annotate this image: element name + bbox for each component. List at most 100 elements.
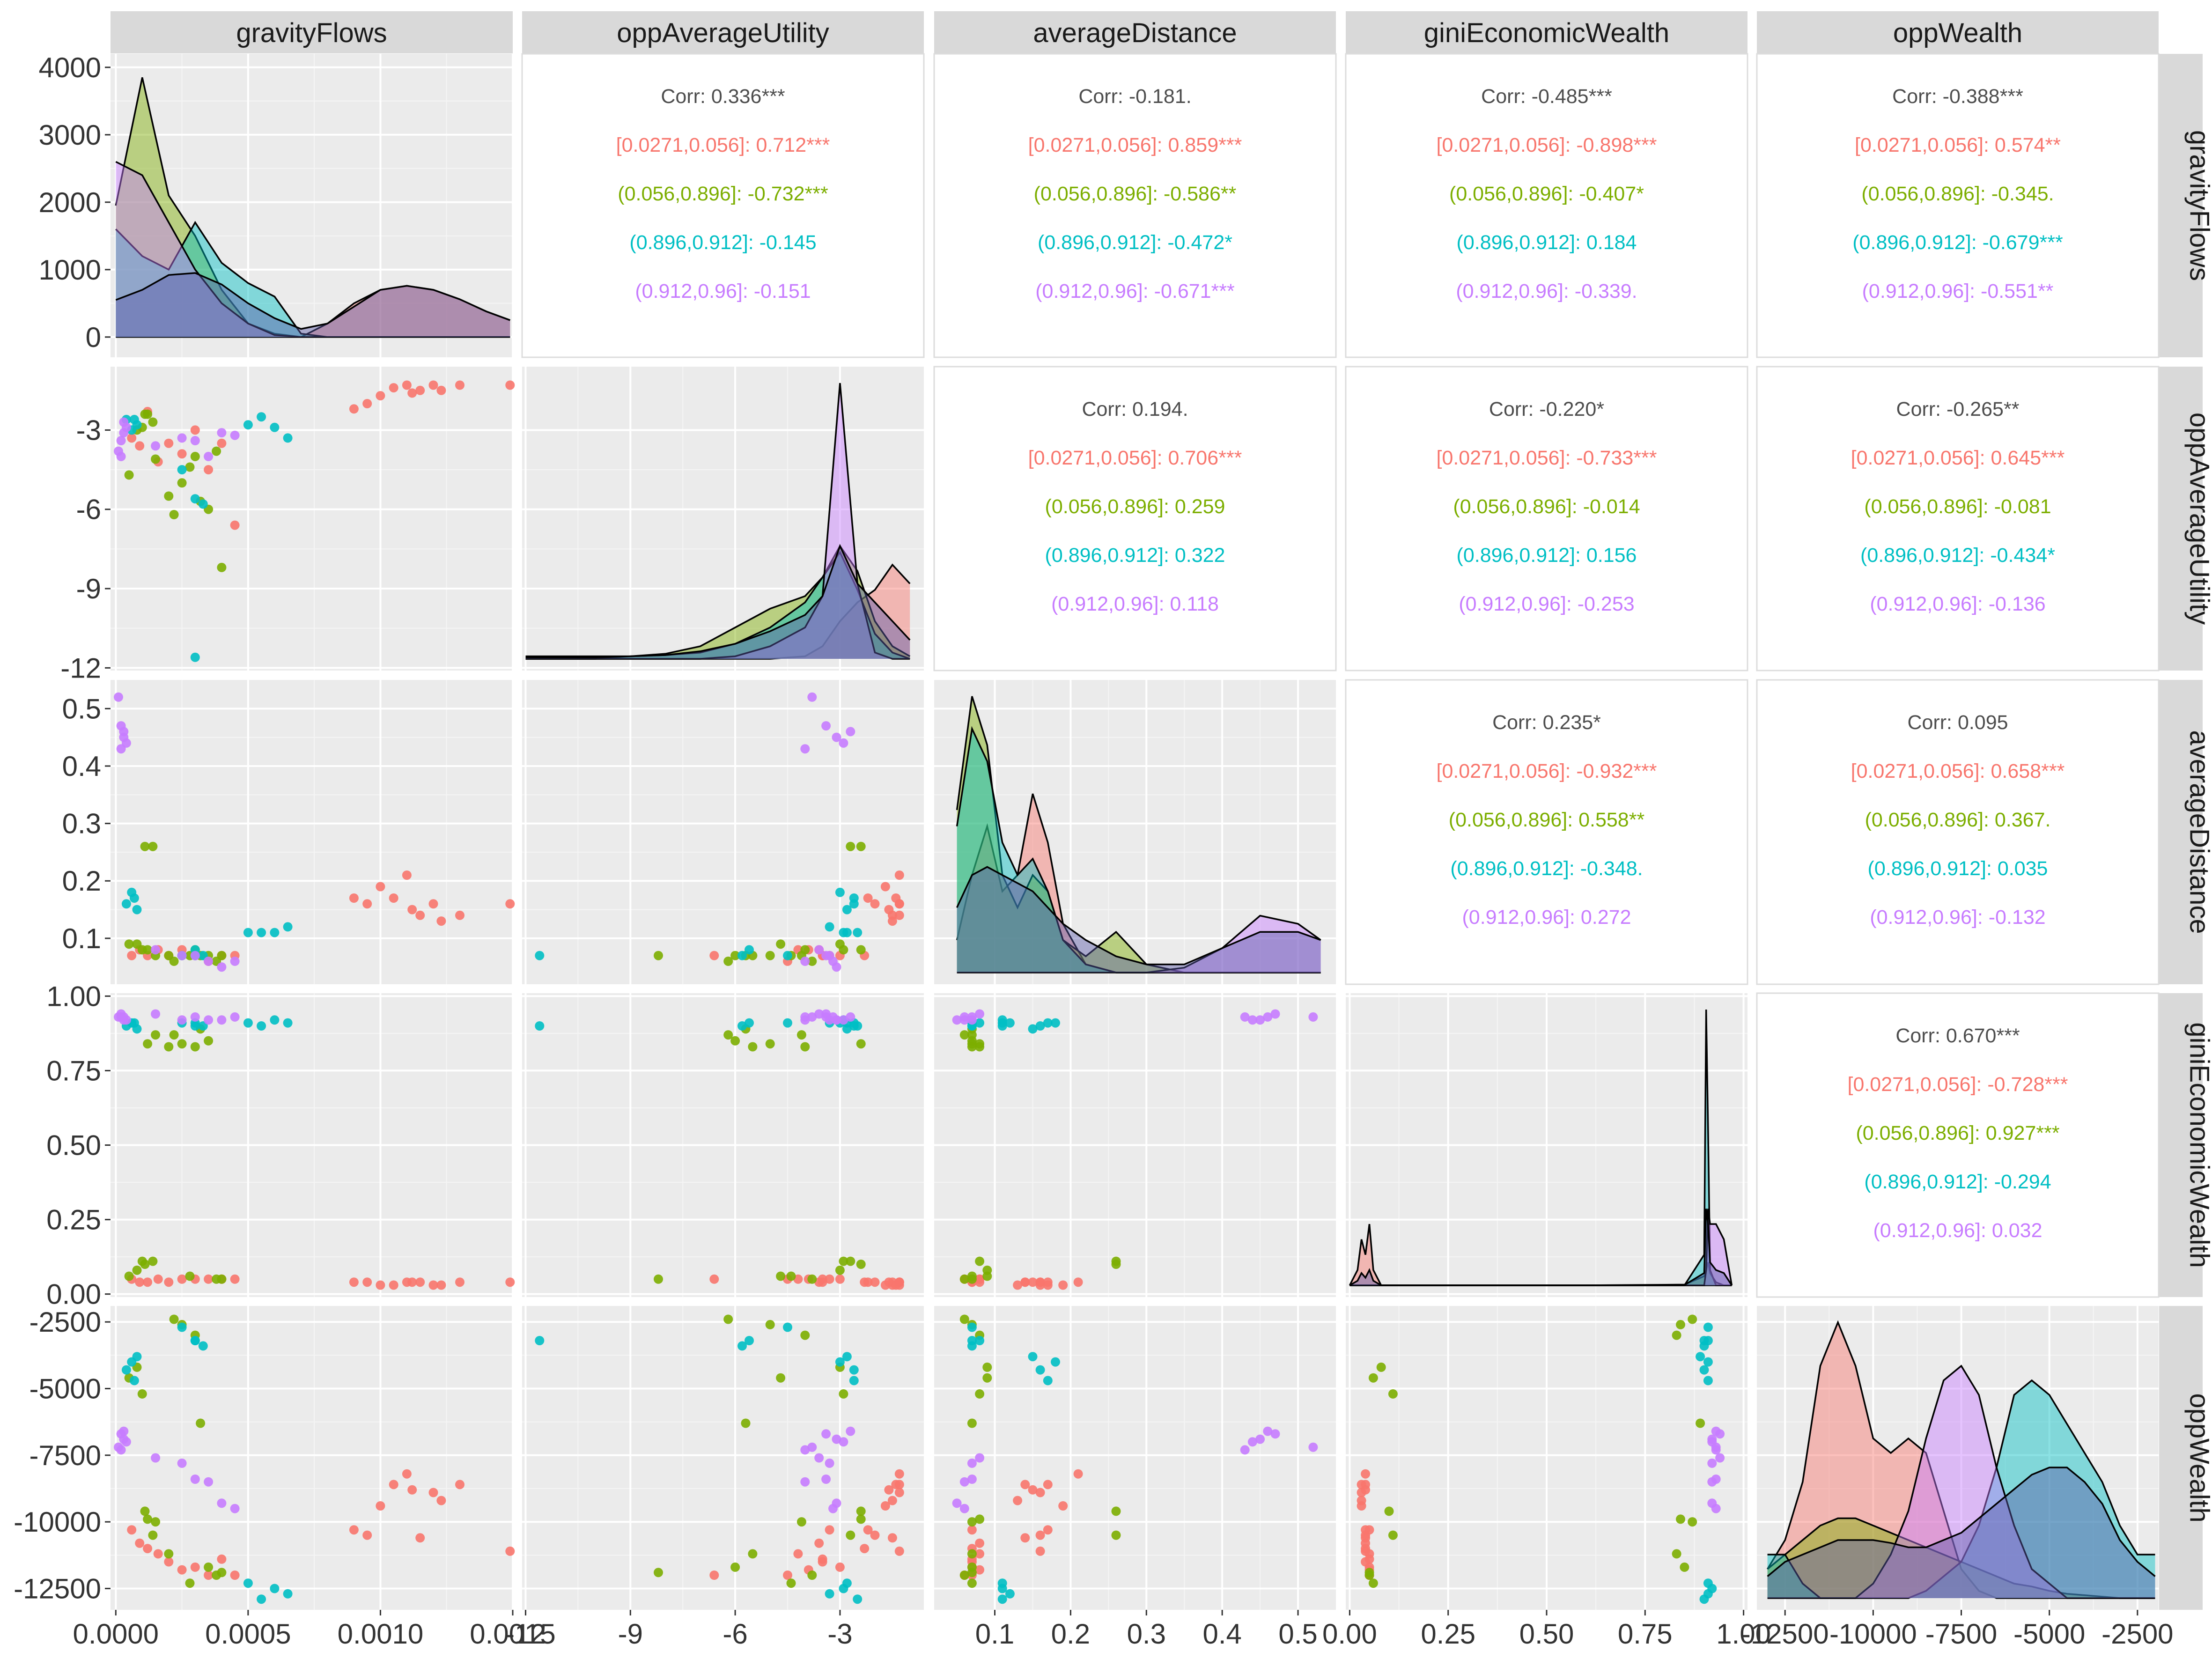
scatter-point (169, 956, 179, 966)
scatter-point (982, 1271, 992, 1281)
scatter-point (535, 1021, 545, 1031)
scatter-point (1703, 1322, 1713, 1332)
y-tick-label: 0.00 (46, 1279, 101, 1310)
scatter-point (127, 1525, 137, 1535)
scatter-point (119, 1426, 129, 1436)
density-area-averageDistance-1 (957, 696, 1321, 973)
scatter-point (1247, 1015, 1257, 1025)
scatter-point (975, 1538, 985, 1548)
corr-panel-oppAverageUtility-oppWealth (1756, 366, 2160, 671)
scatter-point (745, 1018, 754, 1028)
corr-group-line: (0.056,0.896]: -0.014 (1453, 495, 1640, 518)
corr-group-line: (0.056,0.896]: 0.558** (1449, 809, 1645, 831)
panel-bg (111, 1306, 513, 1610)
scatter-point (177, 465, 187, 475)
scatter-point (856, 1514, 866, 1524)
row-strip-gravityFlows (2159, 54, 2203, 357)
scatter-point (967, 1322, 977, 1332)
density-curve-gravityFlows-3 (115, 161, 510, 338)
scatter-point (1028, 1352, 1038, 1362)
corr-group-line: [0.0271,0.056]: 0.712*** (616, 134, 830, 156)
panel-bg (522, 1306, 924, 1610)
scatter-point (967, 1271, 977, 1281)
corr-group-line: (0.896,0.912]: 0.156 (1457, 544, 1637, 567)
scatter-point (967, 1458, 977, 1468)
scatter-point (217, 1554, 227, 1564)
scatter-point (198, 499, 208, 509)
density-area-gravityFlows-4 (116, 273, 510, 337)
scatter-point (1388, 1389, 1398, 1399)
scatter-point (975, 1256, 985, 1266)
scatter-point (959, 1314, 969, 1324)
x-tick-label: 0.0000 (73, 1618, 159, 1650)
scatter-point (283, 1018, 293, 1028)
scatter-point (959, 1571, 969, 1580)
scatter-point (967, 1012, 977, 1022)
scatter-point (967, 1418, 977, 1428)
scatter-point (389, 1480, 398, 1489)
corr-group-line: (0.912,0.96]: 0.118 (1051, 593, 1219, 615)
scatter-point (1357, 1496, 1366, 1505)
scatter-point (1035, 1488, 1045, 1497)
scatter-point (796, 1030, 806, 1040)
scatter-point (1035, 1530, 1045, 1540)
x-tick-label: 0.00 (1322, 1618, 1377, 1650)
scatter-point (860, 1544, 870, 1554)
corr-group-line: (0.896,0.912]: 0.322 (1045, 544, 1225, 567)
scatter-point (257, 928, 266, 937)
scatter-point (821, 1429, 831, 1439)
density-curve-oppAverageUtility-1 (525, 544, 911, 660)
scatter-point (143, 1039, 153, 1049)
scatter-point (1263, 1012, 1273, 1022)
scatter-point (505, 380, 515, 390)
scatter-point (283, 1589, 293, 1599)
scatter-point (997, 1015, 1007, 1025)
scatter-point (959, 1477, 969, 1487)
y-tick-label: -7500 (29, 1440, 101, 1471)
scatter-point (807, 956, 817, 966)
scatter-point (129, 893, 139, 903)
scatter-point (415, 910, 425, 920)
scatter-point (800, 744, 810, 754)
scatter-point (825, 922, 834, 932)
scatter-point (967, 1475, 977, 1484)
scatter-point (407, 1277, 417, 1287)
x-tick-label: 0.0005 (205, 1618, 291, 1650)
scatter-point (376, 882, 385, 892)
scatter-point (807, 1274, 817, 1284)
scatter-point (807, 692, 817, 702)
scatter-point (975, 1042, 985, 1052)
panel-bg (111, 54, 513, 357)
x-tick-label: 0.0015 (470, 1618, 556, 1650)
scatter-point (376, 391, 385, 401)
scatter-point (204, 956, 214, 966)
scatter-point (196, 1418, 206, 1428)
scatter-point (975, 1565, 985, 1575)
column-strip-label-gravityFlows: gravityFlows (236, 18, 387, 48)
scatter-point (257, 1594, 266, 1604)
scatter-point (407, 905, 417, 914)
scatter-point (362, 899, 372, 909)
scatter-point (853, 928, 863, 937)
scatter-point (455, 380, 465, 390)
density-area-oppAverageUtility-4 (525, 546, 910, 659)
scatter-point (1028, 1277, 1038, 1287)
scatter-point (190, 451, 200, 461)
corr-panel-oppAverageUtility-averageDistance (933, 366, 1337, 671)
scatter-point (1013, 1280, 1023, 1290)
scatter-point (856, 1039, 866, 1049)
scatter-point (1111, 1506, 1121, 1516)
scatter-point (204, 451, 214, 461)
scatter-point (164, 1042, 174, 1052)
scatter-point (1043, 1525, 1053, 1535)
scatter-point (783, 1018, 792, 1028)
x-tick-label: 0.2 (1051, 1618, 1090, 1650)
corr-group-line: (0.896,0.912]: 0.184 (1457, 231, 1637, 254)
corr-panel-averageDistance-giniEconomicWealth (1345, 679, 1748, 985)
row-strip-oppWealth (2159, 1306, 2203, 1610)
density-area-oppAverageUtility-0 (525, 565, 910, 659)
density-area-oppWealth-3 (1767, 1366, 2155, 1598)
scatter-point (505, 1277, 515, 1287)
corr-group-line: (0.912,0.96]: -0.132 (1870, 906, 2045, 929)
